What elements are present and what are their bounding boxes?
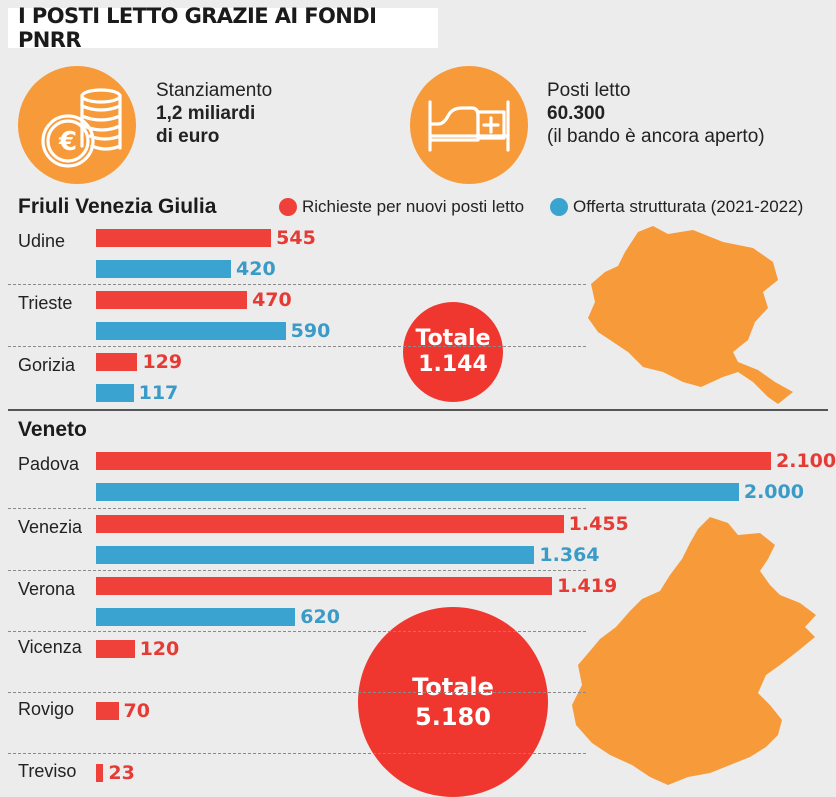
value-label-requests: 70 <box>123 700 150 722</box>
bar-offer <box>96 322 286 340</box>
region-label: Padova <box>18 454 80 474</box>
page-title: I POSTI LETTO GRAZIE AI FONDI PNRR <box>18 4 377 52</box>
posti-note: (il bando è ancora aperto) <box>547 126 765 147</box>
legend-requests-label: Richieste per nuovi posti letto <box>302 197 525 216</box>
bar-offer <box>96 483 739 501</box>
region-label: Treviso <box>18 761 77 781</box>
bar-requests <box>96 229 272 247</box>
value-label-requests: 545 <box>276 227 316 249</box>
veneto-title: Veneto <box>18 418 87 441</box>
veneto-map <box>572 517 816 785</box>
veneto-total-label: Totale <box>412 673 494 701</box>
bar-offer <box>96 608 296 626</box>
region-label: Gorizia <box>18 355 76 375</box>
legend-requests: Richieste per nuovi posti letto <box>279 197 524 217</box>
value-label-offer: 590 <box>290 320 331 342</box>
row-divider <box>8 631 586 632</box>
section-divider <box>8 409 828 411</box>
veneto-total-badge: Totale 5.180 <box>358 607 548 797</box>
bar-requests <box>96 452 771 470</box>
bar-requests <box>96 291 248 309</box>
value-label-offer: 117 <box>138 382 179 404</box>
veneto-total-value: 5.180 <box>415 703 491 731</box>
legend-offer-label: Offerta strutturata (2021-2022) <box>573 197 804 216</box>
fvg-map <box>588 226 793 404</box>
bar-requests <box>96 353 138 371</box>
fvg-total-badge: Totale 1.144 <box>403 302 503 402</box>
row-divider <box>8 508 586 509</box>
value-label-requests: 23 <box>108 762 135 784</box>
value-label-requests: 120 <box>139 638 180 660</box>
bar-offer <box>96 384 134 402</box>
value-label-requests: 1.455 <box>568 513 629 535</box>
legend-requests-swatch <box>279 198 297 216</box>
svg-text:€: € <box>58 127 77 157</box>
stanziamento-block: Stanziamento 1,2 miliardi di euro <box>156 79 272 148</box>
bar-requests <box>96 764 104 782</box>
bar-offer <box>96 546 535 564</box>
region-label: Vicenza <box>18 637 82 657</box>
fvg-total-value: 1.144 <box>418 352 488 377</box>
legend-offer-swatch <box>550 198 568 216</box>
region-label: Trieste <box>18 293 73 313</box>
region-label: Venezia <box>18 517 83 537</box>
posti-value: 60.300 <box>547 103 606 124</box>
row-divider <box>8 692 586 693</box>
region-label: Udine <box>18 231 66 251</box>
value-label-offer: 620 <box>300 606 340 628</box>
stanziamento-label: Stanziamento <box>156 80 273 101</box>
row-divider <box>8 753 586 754</box>
region-label: Rovigo <box>18 699 75 719</box>
value-label-offer: 2.000 <box>743 481 804 503</box>
stanziamento-value-1: 1,2 miliardi <box>156 103 256 124</box>
value-label-requests: 1.419 <box>557 575 618 597</box>
bed-plus-icon <box>410 66 528 184</box>
fvg-total-label: Totale <box>415 326 491 351</box>
region-label: Verona <box>18 579 76 599</box>
bar-requests <box>96 702 119 720</box>
fvg-title: Friuli Venezia Giulia <box>18 195 217 218</box>
row-divider <box>8 284 586 285</box>
value-label-requests: 470 <box>252 289 292 311</box>
posti-block: Posti letto 60.300 (il bando è ancora ap… <box>547 79 765 148</box>
row-divider <box>8 346 586 347</box>
bar-requests <box>96 515 564 533</box>
value-label-offer: 420 <box>236 258 276 280</box>
row-divider <box>8 570 586 571</box>
value-label-requests: 2.100 <box>776 450 836 472</box>
value-label-offer: 1.364 <box>539 544 600 566</box>
bar-requests <box>96 640 135 658</box>
posti-label: Posti letto <box>547 80 631 101</box>
coins-euro-icon: € <box>18 66 136 184</box>
bar-requests <box>96 577 553 595</box>
legend-offer: Offerta strutturata (2021-2022) <box>550 197 803 217</box>
stanziamento-value-2: di euro <box>156 126 220 147</box>
title-banner: I POSTI LETTO GRAZIE AI FONDI PNRR <box>8 4 438 52</box>
bar-offer <box>96 260 231 278</box>
value-label-requests: 129 <box>142 351 183 373</box>
